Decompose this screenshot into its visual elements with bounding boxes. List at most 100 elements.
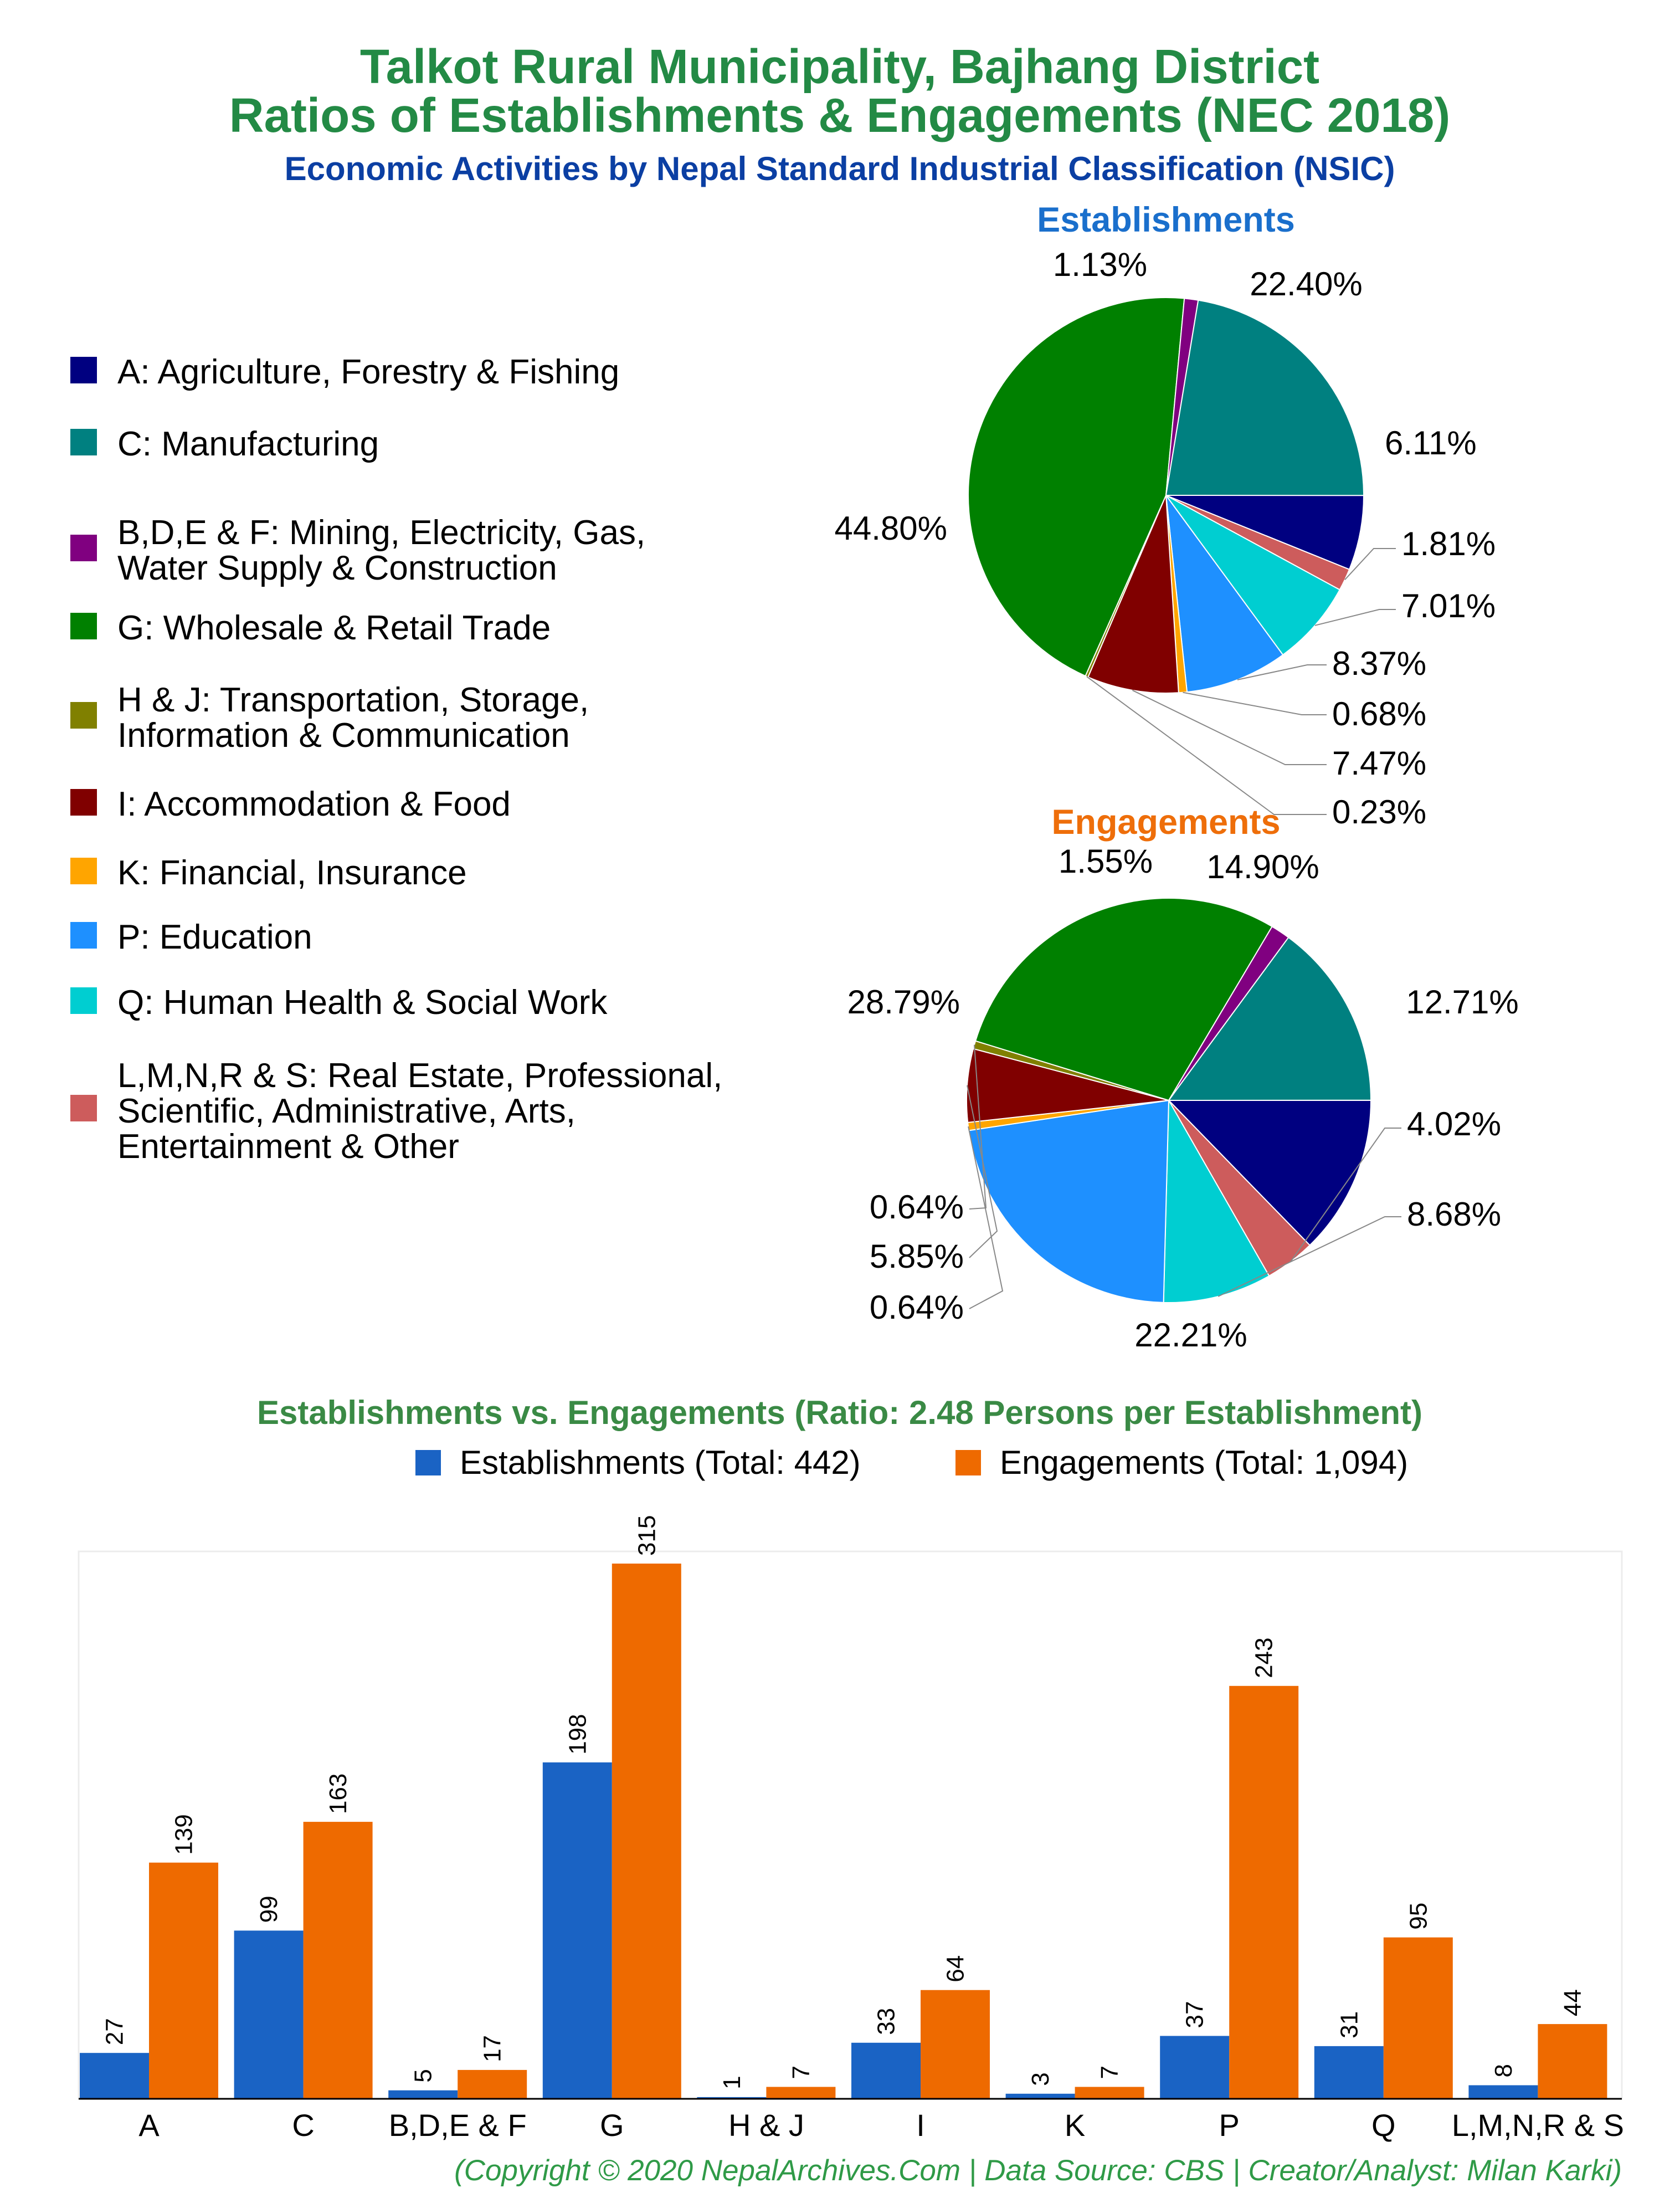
legend-label-7: P: Education (117, 918, 312, 956)
bar-establishments-I (851, 2042, 921, 2099)
bar-value-label: 7 (788, 2066, 815, 2079)
bar-value-label: 33 (873, 2008, 900, 2035)
legend-label-1: C: Manufacturing (117, 425, 379, 463)
bar-value-label: 44 (1559, 1989, 1586, 2016)
legend-swatch-9 (70, 1095, 97, 1121)
pie-label-A: 12.71% (1406, 983, 1519, 1021)
pie-slice-G (968, 297, 1185, 677)
legend-swatch-2 (70, 535, 97, 561)
title-line2: Ratios of Establishments & Engagements (… (229, 89, 1451, 142)
pie-label-Q: 8.68% (1407, 1196, 1501, 1233)
pie-slice-P (968, 1099, 1170, 1303)
legend-label-line: Water Supply & Construction (117, 549, 557, 587)
subtitle: Economic Activities by Nepal Standard In… (285, 150, 1395, 187)
bar-value-label: 139 (171, 1814, 198, 1854)
x-tick-label: Q (1371, 2108, 1396, 2143)
bar-engagements-C (303, 1822, 373, 2099)
legend-label-line: A: Agriculture, Forestry & Fishing (117, 353, 619, 391)
pie-leader-line (1289, 1128, 1401, 1263)
bar-value-label: 95 (1405, 1903, 1432, 1930)
pie-label-A: 6.11% (1385, 424, 1477, 462)
bar-establishments-G (542, 1762, 612, 2099)
bar-establishments-C (234, 1930, 304, 2099)
pie-label-L,M,N,R & S: 4.02% (1407, 1105, 1501, 1142)
pie-leader-line (967, 1085, 998, 1258)
pie-label-G: 44.80% (835, 510, 948, 547)
legend-label-establishments: Establishments (Total: 442) (460, 1444, 861, 1481)
pie-leader-line (1183, 691, 1327, 715)
pie-slice-A (1167, 1100, 1372, 1246)
bar-engagements-L,M,N,R & S (1538, 2024, 1607, 2099)
bar-value-label: 31 (1335, 2011, 1363, 2038)
legend-swatch-6 (70, 858, 97, 884)
pie-label-L,M,N,R & S: 1.81% (1401, 525, 1496, 562)
legend-label-line: Q: Human Health & Social Work (117, 983, 608, 1022)
x-tick-label: G (600, 2108, 624, 2143)
pie-slice-I (1087, 495, 1179, 694)
legend-label-line: H & J: Transportation, Storage, (117, 681, 589, 719)
legend-label-line: I: Accommodation & Food (117, 785, 511, 823)
pie-label-P: 22.21% (1134, 1316, 1247, 1354)
bar-value-label: 198 (564, 1714, 591, 1754)
legend-swatch-0 (70, 357, 97, 383)
x-tick-label: P (1219, 2108, 1240, 2143)
pie-label-B,D,E & F: 1.13% (1053, 246, 1147, 283)
bar-establishments-Q (1314, 2046, 1384, 2099)
bar-value-label: 37 (1181, 2001, 1209, 2028)
bar-establishments-L,M,N,R & S (1468, 2085, 1538, 2099)
footer-credit: (Copyright © 2020 NepalArchives.Com | Da… (454, 2154, 1622, 2187)
bar-engagements-B,D,E & F (458, 2069, 527, 2099)
bar-engagements-G (612, 1564, 681, 2099)
legend-label-4: H & J: Transportation, Storage, Informati… (117, 681, 589, 755)
bar-value-label: 27 (101, 2018, 129, 2045)
bar-establishments-A (80, 2053, 149, 2099)
bar-value-label: 5 (410, 2069, 437, 2082)
bar-engagements-A (149, 1862, 218, 2099)
legend-label-9: L,M,N,R & S: Real Estate, Professional, S… (117, 1057, 722, 1166)
bar-establishments-K (1005, 2093, 1075, 2099)
legend-label-0: A: Agriculture, Forestry & Fishing (117, 353, 619, 391)
pie-leader-line (969, 1044, 987, 1210)
bar-engagements-Q (1383, 1937, 1453, 2099)
legend-label-line: K: Financial, Insurance (117, 854, 467, 892)
legend-label-line: Scientific, Administrative, Arts, (117, 1092, 576, 1130)
legend-label-line: B,D,E & F: Mining, Electricity, Gas, (117, 514, 645, 552)
bar-value-label: 99 (255, 1895, 282, 1923)
pie-leader-line (1344, 548, 1396, 580)
bar-value-label: 163 (325, 1774, 352, 1814)
pie-slice-C (1165, 299, 1365, 496)
pie-leader-line (968, 1126, 1004, 1309)
x-tick-label: A (138, 2108, 160, 2143)
pie-slice-C (1168, 936, 1372, 1101)
legend-swatch-engagements (955, 1450, 981, 1475)
category-legend: A: Agriculture, Forestry & Fishing C: Man… (70, 353, 722, 1166)
legend-label-5: I: Accommodation & Food (117, 785, 511, 823)
legend-label-line: P: Education (117, 918, 312, 956)
pie-leader-line (1086, 676, 1327, 815)
legend-swatch-1 (70, 429, 97, 455)
pie-label-H & J: 0.23% (1332, 793, 1426, 831)
bar-engagements-H & J (766, 2087, 836, 2099)
pie-label-I: 5.85% (870, 1238, 964, 1275)
pie-label-P: 8.37% (1332, 645, 1426, 682)
pie-title-engagements: Engagements (1051, 803, 1280, 842)
pie-label-G: 28.79% (847, 983, 960, 1021)
bar-value-label: 1 (718, 2076, 746, 2089)
x-tick-label: B,D,E & F (389, 2108, 527, 2143)
pie-label-C: 14.90% (1206, 848, 1319, 885)
bar-value-label: 315 (633, 1515, 660, 1556)
legend-label-8: Q: Human Health & Social Work (117, 983, 608, 1022)
legend-label-2: B,D,E & F: Mining, Electricity, Gas, Wate… (117, 514, 645, 587)
legend-label-line: Information & Communication (117, 716, 570, 755)
bar-value-label: 64 (942, 1955, 969, 1982)
x-tick-label: L,M,N,R & S (1452, 2108, 1624, 2143)
legend-swatch-establishments (415, 1450, 441, 1475)
legend-label-line: Entertainment & Other (117, 1128, 459, 1166)
pie-slice-G (974, 898, 1273, 1101)
pie-label-B,D,E & F: 1.55% (1059, 843, 1153, 880)
bar-engagements-I (921, 1990, 990, 2099)
bar-value-label: 7 (1096, 2066, 1123, 2079)
pie-label-K: 0.68% (1332, 695, 1426, 732)
